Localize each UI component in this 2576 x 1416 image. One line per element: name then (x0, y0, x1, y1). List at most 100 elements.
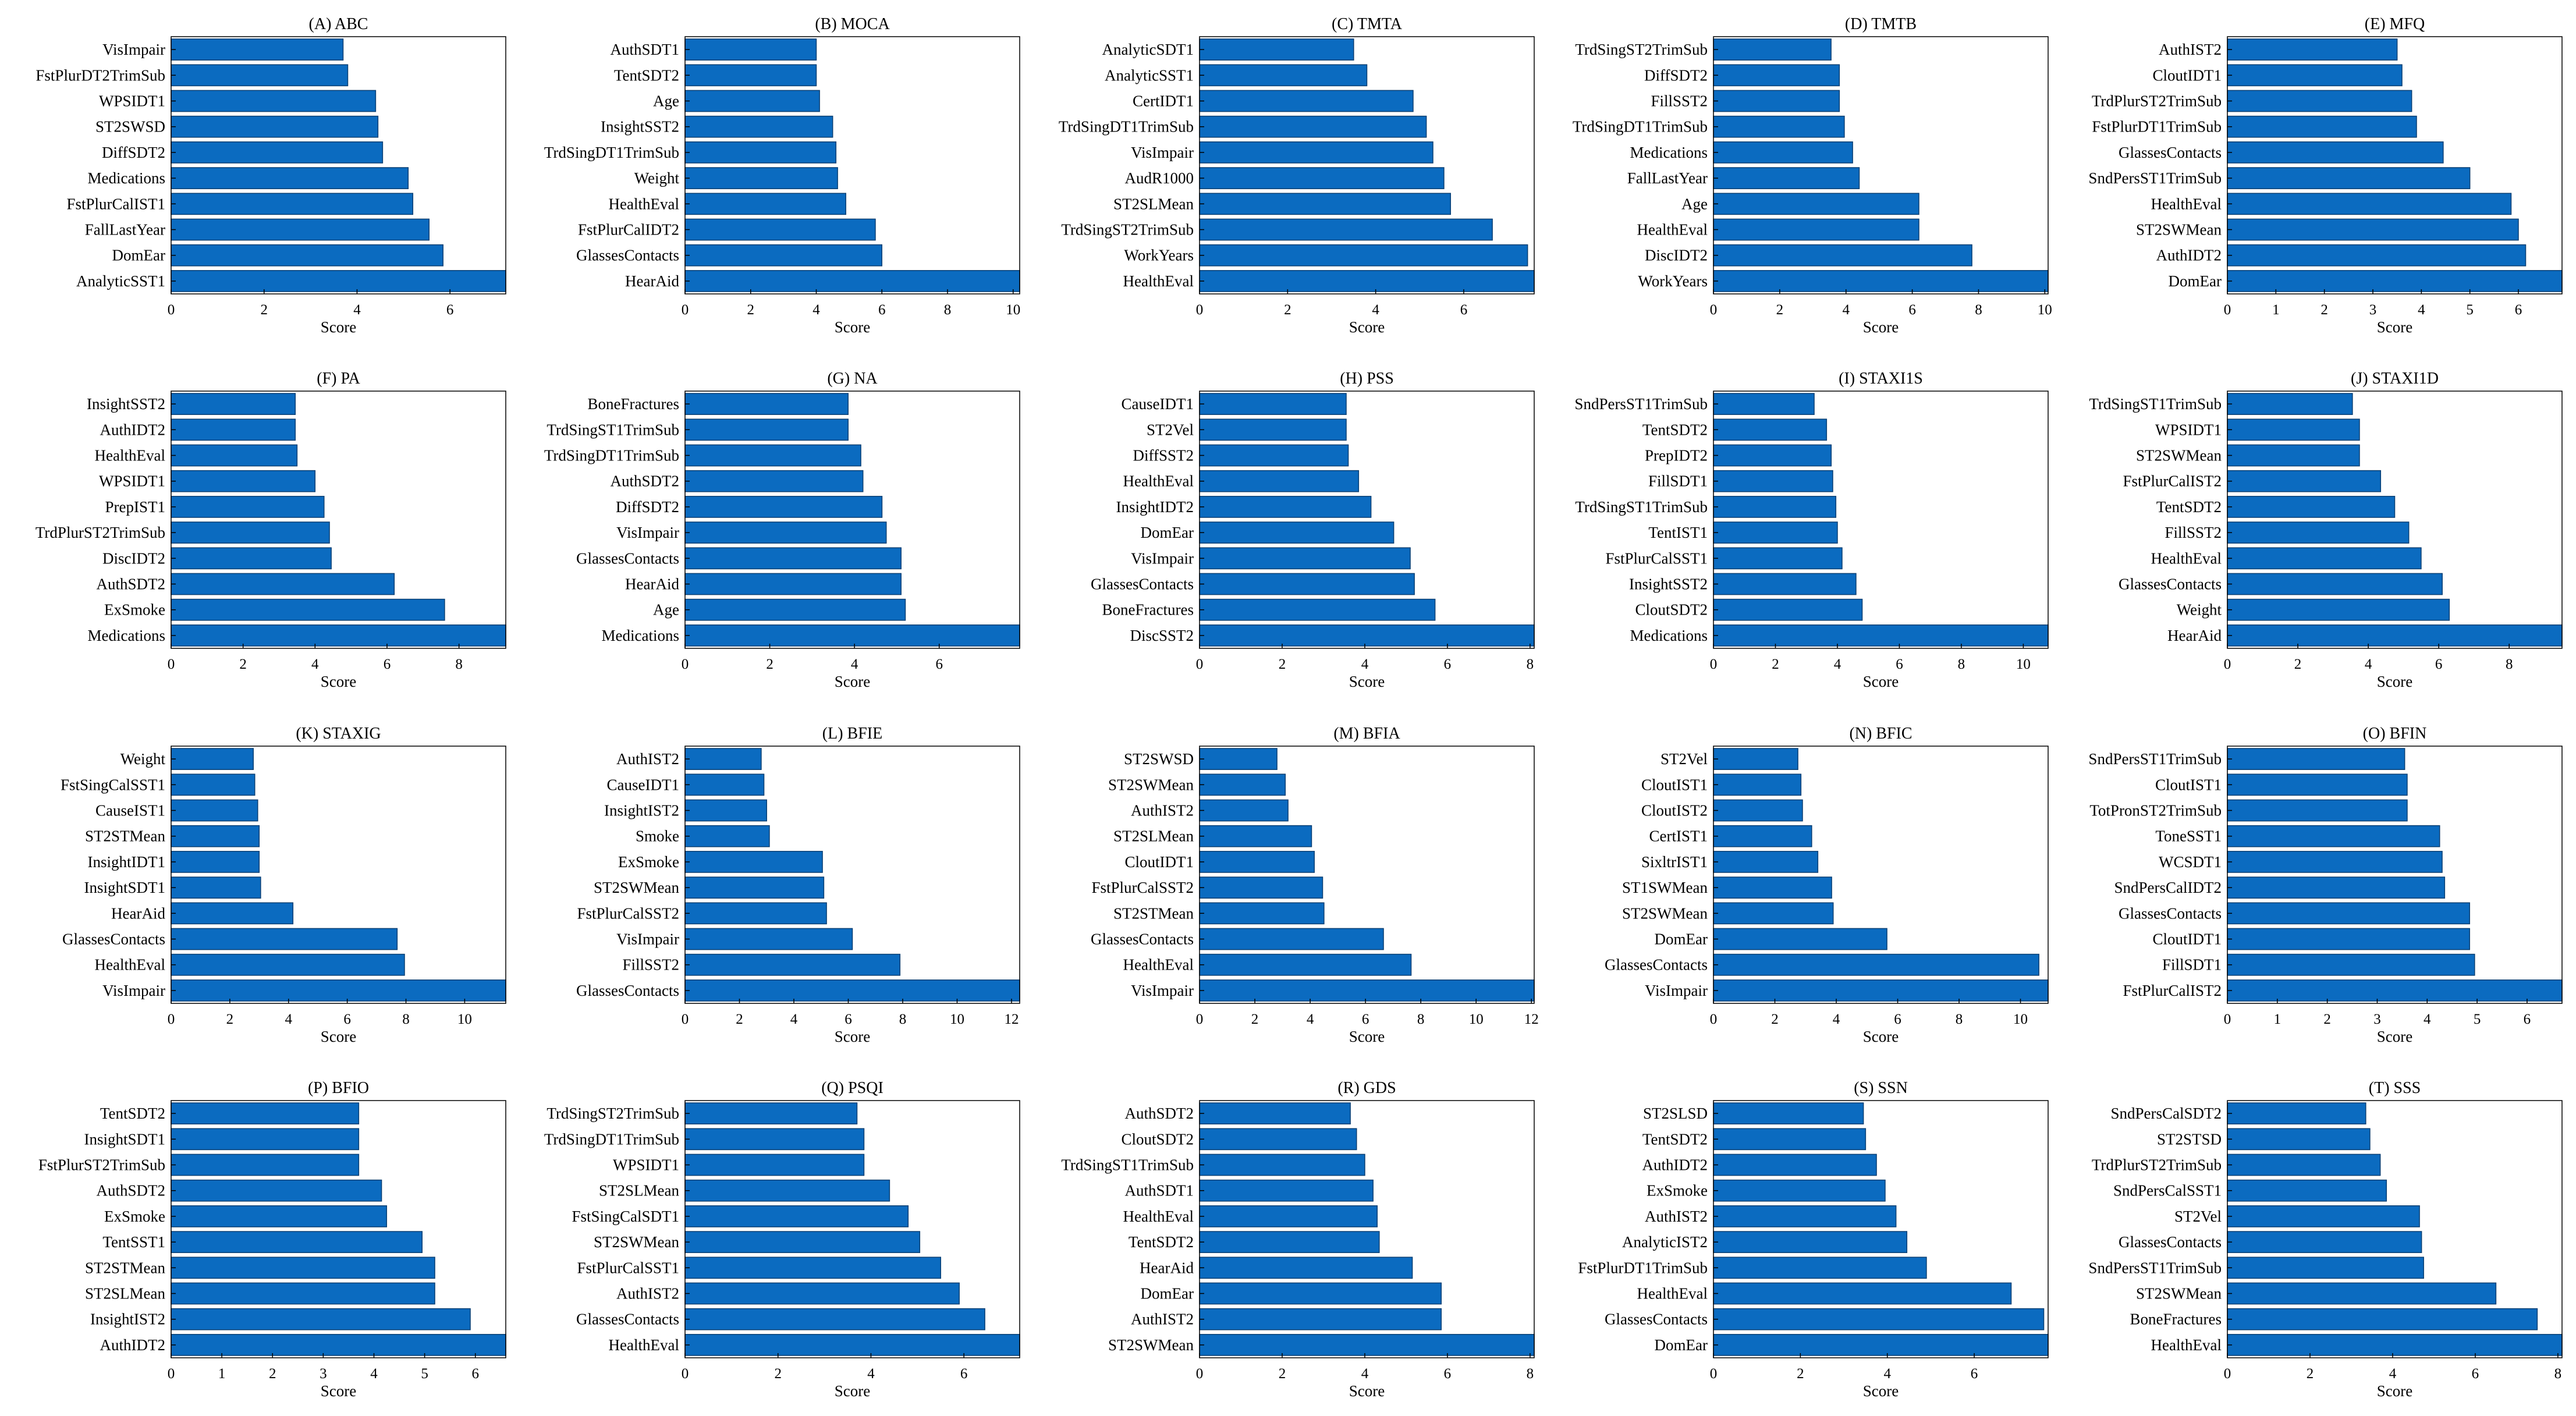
bar (1199, 1231, 1380, 1253)
x-tick-label: 6 (878, 302, 886, 318)
category-label: ExSmoke (104, 1208, 165, 1225)
bar (1199, 1282, 1442, 1305)
x-tick-label: 2 (1771, 1012, 1779, 1027)
bar (1713, 825, 1812, 847)
bar (684, 244, 882, 267)
category-label: TrdSingST2TrimSub (547, 1105, 679, 1122)
bar (684, 1231, 921, 1253)
bar (1199, 90, 1414, 112)
bar (2227, 1308, 2538, 1330)
x-tick-label: 8 (455, 656, 463, 672)
chart-panel: (F) PA Medications ExSmoke AuthSDT2 DiscIDT2… (36, 370, 506, 690)
panel-title: (M) BFIA (1333, 725, 1400, 743)
bar (1713, 799, 1803, 822)
x-tick-label: 10 (1469, 1012, 1484, 1027)
bar (2227, 244, 2527, 267)
panel-title: (G) NA (827, 370, 878, 388)
category-label: HealthEval (1123, 1208, 1194, 1225)
bar (684, 270, 1020, 292)
category-label: FillSST2 (2165, 524, 2222, 541)
bar (1713, 1308, 2045, 1330)
x-tick-label: 4 (851, 656, 858, 672)
x-tick-label: 2 (1279, 1366, 1286, 1382)
bar (2227, 1282, 2497, 1305)
bar (684, 598, 906, 621)
bar (1713, 167, 1860, 189)
category-label: AuthSDT2 (96, 576, 165, 593)
bar (171, 928, 398, 950)
panel-title: (F) PA (317, 370, 360, 388)
bar (684, 773, 765, 796)
category-label: FstSingCalSST1 (61, 776, 165, 793)
category-label: ExSmoke (618, 853, 679, 871)
x-tick-label: 2 (260, 302, 268, 318)
x-tick-label: 6 (935, 656, 943, 672)
category-label: TentSDT2 (100, 1105, 165, 1122)
bar (1199, 393, 1347, 415)
x-tick-label: 4 (1361, 656, 1369, 672)
bar (2227, 1179, 2387, 1202)
x-tick-label: 2 (226, 1012, 234, 1027)
bar (684, 1308, 985, 1330)
axes-box (171, 746, 506, 1004)
bar (1199, 218, 1493, 241)
category-label: ST2SLMean (1113, 195, 1194, 212)
category-label: ST1SWMean (1622, 879, 1708, 896)
bar (171, 1205, 388, 1227)
bar (171, 598, 445, 621)
x-tick-label: 0 (682, 1366, 689, 1382)
category-label: FstPlurCalSST2 (577, 904, 679, 922)
bar (1713, 521, 1838, 544)
category-label: ST2SWMean (2136, 1285, 2222, 1303)
x-tick-label: 12 (1004, 1012, 1019, 1027)
category-label: InsightIST2 (90, 1311, 165, 1328)
category-label: VisImpair (1131, 144, 1194, 161)
x-tick-label: 0 (2224, 302, 2231, 318)
category-label: HealthEval (609, 195, 679, 212)
bar (684, 141, 837, 164)
bar (684, 1128, 865, 1151)
x-tick-label: 2 (2307, 1366, 2314, 1382)
bar (684, 521, 887, 544)
bar (1713, 1334, 2049, 1356)
bar (1713, 393, 1815, 415)
category-label: TentSST1 (102, 1233, 165, 1251)
category-label: AudR1000 (1124, 169, 1194, 187)
category-label: SndPersCalIDT2 (2114, 879, 2222, 896)
bar (684, 393, 849, 415)
category-label: CertIDT1 (1133, 93, 1194, 110)
category-label: Age (1681, 195, 1708, 212)
category-label: VisImpair (616, 931, 679, 948)
bar (171, 1257, 435, 1279)
bar (171, 38, 344, 61)
x-axis-label: Score (321, 673, 356, 690)
x-tick-label: 4 (285, 1012, 293, 1027)
x-tick-label: 2 (1251, 1012, 1259, 1027)
chart-panel: (B) MOCA HearAid GlassesContacts FstPlurCal… (544, 15, 1020, 336)
category-label: DiffSST2 (1133, 447, 1194, 464)
x-tick-label: 4 (311, 656, 319, 672)
bar (1199, 521, 1395, 544)
bar (1713, 496, 1837, 518)
category-label: HearAid (2167, 627, 2222, 644)
x-tick-label: 8 (1417, 1012, 1425, 1027)
category-label: Weight (634, 169, 680, 187)
category-label: CloutIDT1 (2153, 931, 2222, 948)
category-label: Weight (120, 750, 166, 768)
bar (1199, 773, 1286, 796)
category-label: DomEar (1141, 524, 1194, 541)
bar (171, 218, 430, 241)
bar (1713, 928, 1887, 950)
category-label: FallLastYear (85, 221, 165, 239)
x-tick-label: 6 (1971, 1366, 1978, 1382)
axes-box (1713, 746, 2049, 1004)
x-tick-label: 4 (1842, 302, 1850, 318)
x-tick-label: 4 (1834, 656, 1841, 672)
bar (1713, 1231, 1908, 1253)
bar (171, 393, 296, 415)
category-label: FstPlurCalSST2 (1091, 879, 1194, 896)
category-label: GlassesContacts (576, 982, 679, 999)
bar (171, 876, 261, 899)
category-label: ST2STMean (85, 828, 165, 845)
bar (2227, 444, 2360, 467)
